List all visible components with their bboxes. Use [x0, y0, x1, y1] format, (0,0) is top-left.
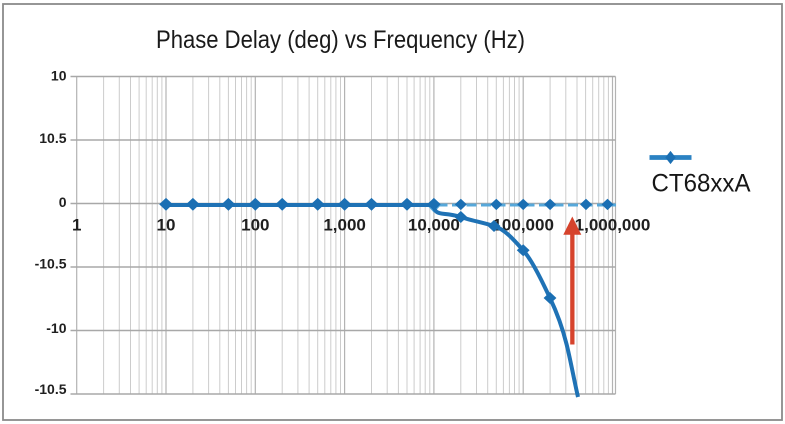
svg-text:1,000,000: 1,000,000 [575, 216, 651, 235]
svg-text:1,000: 1,000 [323, 216, 366, 235]
svg-text:100: 100 [241, 216, 269, 235]
svg-text:CT68xxA: CT68xxA [652, 170, 751, 198]
svg-text:10,000: 10,000 [408, 216, 460, 235]
svg-text:Phase Delay (deg) vs Frequency: Phase Delay (deg) vs Frequency (Hz) [156, 26, 525, 54]
svg-text:10: 10 [51, 68, 67, 84]
svg-text:-10.5: -10.5 [35, 381, 67, 397]
svg-text:10.5: 10.5 [39, 130, 66, 146]
svg-text:100,000: 100,000 [492, 216, 553, 235]
svg-text:-10.5: -10.5 [35, 256, 67, 272]
svg-text:0: 0 [59, 194, 67, 210]
svg-text:-10: -10 [46, 320, 66, 336]
svg-text:1: 1 [72, 216, 81, 235]
svg-text:10: 10 [157, 216, 176, 235]
